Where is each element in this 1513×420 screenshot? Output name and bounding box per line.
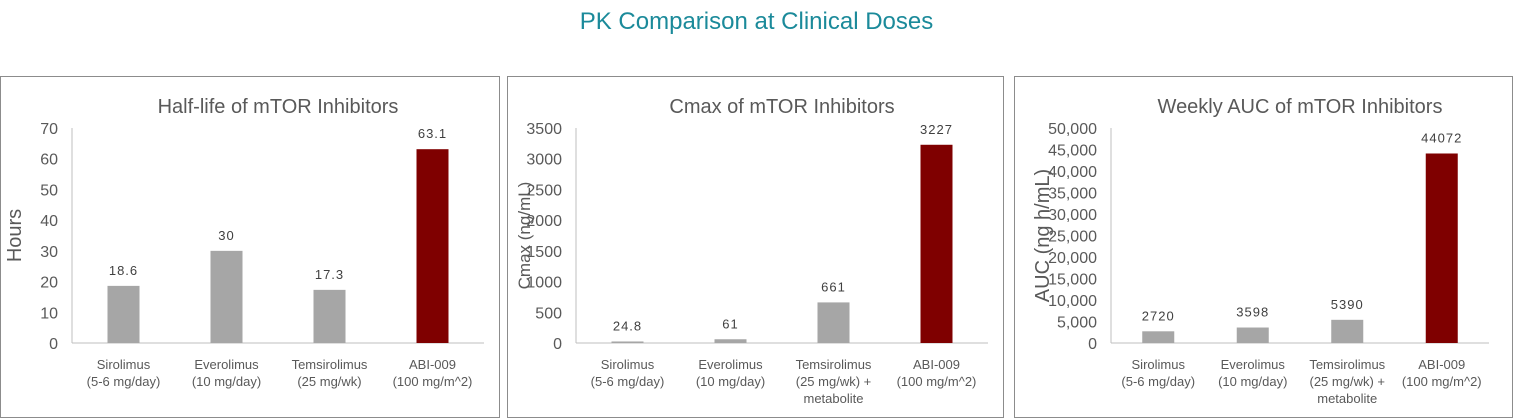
bar [1142, 331, 1175, 343]
y-tick-label: 40 [40, 213, 58, 230]
x-tick-label: Temsirolimus [292, 357, 368, 372]
half-life-chart-panel: Half-life of mTOR Inhibitors Hours 0 10 20 30… [0, 76, 500, 418]
x-tick-label: (5-6 mg/day) [1121, 374, 1195, 389]
y-tick-label: 0 [553, 336, 562, 353]
y-tick-label: 10 [40, 305, 58, 322]
bar [817, 302, 850, 343]
y-axis-label: AUC (ng h/mL) [1032, 169, 1054, 302]
y-tick-label: 5,000 [1057, 315, 1097, 332]
y-tick-label: 1500 [526, 244, 562, 261]
data-label: 61 [722, 316, 738, 331]
y-tick-label: 50 [40, 182, 58, 199]
bar [1425, 153, 1458, 343]
x-tick-label: metabolite [804, 391, 864, 406]
x-tick-label: Everolimus [1221, 357, 1286, 372]
y-tick-label: 20 [40, 275, 58, 292]
x-tick-label: (100 mg/m^2) [897, 374, 977, 389]
x-tick-label: Sirolimus [1132, 357, 1186, 372]
bar [920, 144, 953, 343]
y-tick-label: 3000 [526, 152, 562, 169]
y-tick-label: 60 [40, 152, 58, 169]
data-label: 2720 [1142, 308, 1175, 323]
data-label: 3227 [920, 122, 953, 137]
x-tick-label: (10 mg/day) [192, 374, 261, 389]
x-tick-label: (10 mg/day) [1218, 374, 1287, 389]
y-tick-label: 2500 [526, 182, 562, 199]
bar [611, 341, 644, 343]
x-tick-label: ABI-009 [409, 357, 456, 372]
data-label: 24.8 [613, 318, 642, 333]
y-axis-label: Cmax (ng/mL) [515, 182, 534, 290]
bar-chart: Cmax of mTOR Inhibitors Cmax (ng/mL) 0 500 1… [515, 96, 988, 406]
x-tick-label: metabolite [1317, 391, 1377, 406]
y-axis-label: Hours [4, 209, 26, 262]
y-tick-label: 40,000 [1048, 164, 1097, 181]
x-tick-label: ABI-009 [1418, 357, 1465, 372]
data-label: 17.3 [315, 267, 344, 282]
y-tick-label: 2000 [526, 213, 562, 230]
x-tick-label: Everolimus [194, 357, 259, 372]
cmax-chart-panel: Cmax of mTOR Inhibitors Cmax (ng/mL) 0 500 1… [507, 76, 1004, 418]
data-label: 661 [821, 279, 846, 294]
y-tick-label: 20,000 [1048, 250, 1097, 267]
bar [714, 339, 747, 343]
bar [1331, 319, 1364, 343]
x-tick-label: Temsirolimus [796, 357, 872, 372]
x-tick-label: Sirolimus [97, 357, 151, 372]
y-tick-label: 3500 [526, 121, 562, 138]
chart-title: Cmax of mTOR Inhibitors [669, 96, 894, 118]
y-tick-label: 10,000 [1048, 293, 1097, 310]
chart-title: Half-life of mTOR Inhibitors [158, 96, 399, 118]
y-tick-label: 50,000 [1048, 121, 1097, 138]
x-tick-label: (100 mg/m^2) [1402, 374, 1482, 389]
y-tick-label: 70 [40, 121, 58, 138]
auc-chart-panel: Weekly AUC of mTOR Inhibitors AUC (ng h/m… [1014, 76, 1513, 418]
bar [210, 250, 243, 343]
bar [416, 149, 449, 343]
chart-title: Weekly AUC of mTOR Inhibitors [1158, 96, 1443, 118]
y-tick-label: 15,000 [1048, 272, 1097, 289]
bar [107, 285, 140, 343]
x-tick-label: Everolimus [698, 357, 763, 372]
bar [1236, 327, 1269, 343]
x-tick-label: Temsirolimus [1309, 357, 1385, 372]
x-tick-label: (25 mg/wk) + [1310, 374, 1386, 389]
y-tick-label: 0 [49, 336, 58, 353]
x-tick-label: ABI-009 [913, 357, 960, 372]
y-tick-label: 45,000 [1048, 143, 1097, 160]
y-tick-label: 500 [535, 305, 562, 322]
data-label: 5390 [1331, 297, 1364, 312]
x-tick-label: (5-6 mg/day) [87, 374, 161, 389]
y-tick-label: 25,000 [1048, 229, 1097, 246]
x-tick-label: (10 mg/day) [696, 374, 765, 389]
x-tick-label: (100 mg/m^2) [393, 374, 473, 389]
bar-chart: Weekly AUC of mTOR Inhibitors AUC (ng h/m… [1032, 96, 1489, 406]
x-tick-label: (25 mg/wk) + [796, 374, 872, 389]
y-tick-label: 30 [40, 244, 58, 261]
data-label: 30 [218, 228, 234, 243]
bar [313, 289, 346, 343]
bar-chart: Half-life of mTOR Inhibitors Hours 0 10 20 30… [4, 96, 484, 389]
y-tick-label: 0 [1088, 336, 1097, 353]
data-label: 3598 [1236, 305, 1269, 320]
x-tick-label: (5-6 mg/day) [591, 374, 665, 389]
y-tick-label: 35,000 [1048, 186, 1097, 203]
y-tick-label: 30,000 [1048, 207, 1097, 224]
x-tick-label: (25 mg/wk) [297, 374, 361, 389]
data-label: 18.6 [109, 263, 138, 278]
data-label: 44072 [1421, 130, 1462, 145]
x-tick-label: Sirolimus [601, 357, 655, 372]
page-title: PK Comparison at Clinical Doses [579, 8, 934, 35]
data-label: 63.1 [418, 126, 447, 141]
y-tick-label: 1000 [526, 275, 562, 292]
